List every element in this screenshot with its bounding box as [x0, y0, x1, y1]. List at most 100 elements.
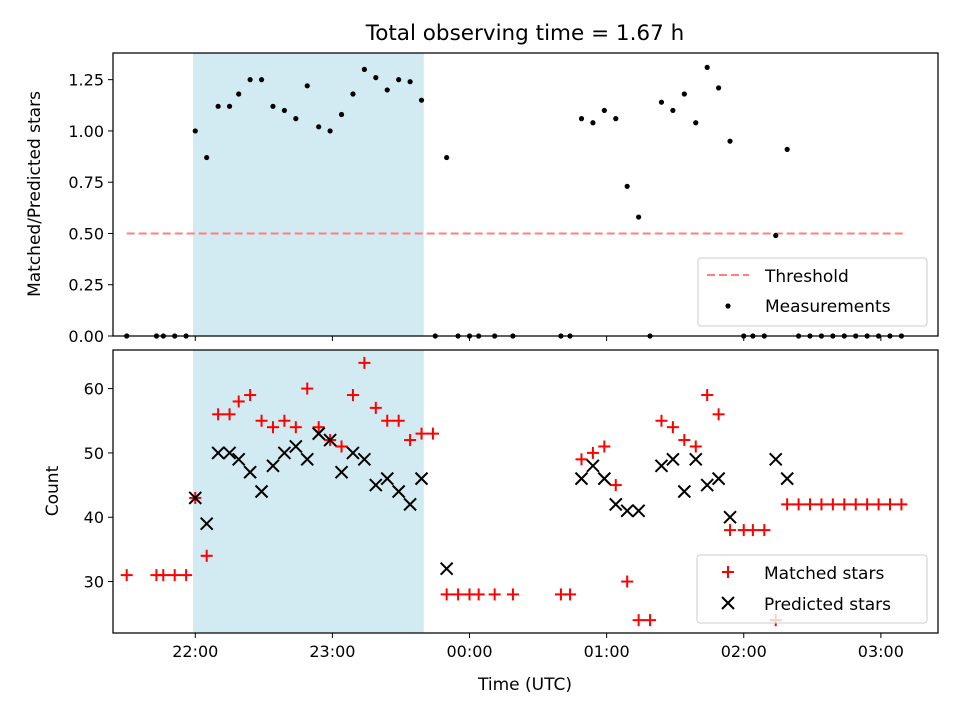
legend-matched-label: Matched stars [764, 564, 884, 584]
predicted-star-marker [211, 446, 225, 460]
measurement-point [407, 79, 413, 85]
legend-matched-swatch [722, 566, 734, 578]
predicted-star-marker [277, 446, 292, 460]
matched-star-marker [609, 479, 622, 492]
predicted-star-marker [631, 504, 646, 518]
y-tick-label: 0.25 [68, 276, 104, 295]
x-tick-label: 22:00 [172, 642, 218, 661]
measurement-point [304, 83, 310, 89]
x-tick-label: 23:00 [309, 642, 355, 661]
measurement-point [338, 111, 345, 118]
matched-star-marker [335, 440, 348, 453]
top-axes-frame [112, 52, 939, 337]
predicted-star-marker [311, 426, 326, 441]
measurement-point [693, 120, 699, 126]
y-tick-label: 1.25 [68, 71, 104, 90]
bottom-panel: 22:00 23:00 00:00 01:00 02:00 03:00 30405060 … [43, 349, 939, 695]
predicted-star-marker [677, 484, 692, 499]
measurement-point [270, 103, 276, 109]
predicted-star-marker [300, 452, 314, 467]
matched-star-marker [180, 569, 193, 582]
matched-star-marker [301, 382, 314, 395]
legend-measurements-label: Measurements [765, 297, 891, 317]
measurement-point [350, 91, 356, 97]
matched-star-marker [586, 446, 599, 459]
measurement-point [784, 146, 790, 152]
matched-star-marker [781, 498, 794, 511]
matched-star-marker [621, 575, 634, 588]
y-tick-label: 0.00 [68, 327, 104, 346]
matched-star-marker [472, 588, 485, 601]
matched-star-marker [792, 498, 805, 511]
matched-star-marker [415, 427, 428, 440]
chart-title: Total observing time = 1.67 h [365, 21, 685, 46]
predicted-star-marker [357, 452, 372, 467]
matched-star-marker [506, 588, 519, 601]
measurement-point [236, 91, 242, 97]
bottom-y-axis-label: Count [43, 465, 63, 516]
matched-star-marker [701, 389, 714, 402]
matched-star-marker [278, 414, 291, 427]
y-tick-label: 0.50 [68, 224, 104, 243]
bottom-legend-frame [696, 554, 928, 624]
predicted-star-marker [597, 471, 612, 486]
measurement-point [361, 66, 367, 73]
measurement-point [192, 128, 198, 134]
measurement-point [601, 107, 607, 114]
measurement-point [373, 75, 379, 81]
matched-star-marker [895, 498, 908, 511]
legend-predicted-label: Predicted stars [764, 595, 891, 615]
matched-star-marker [358, 356, 371, 369]
predicted-star-marker [700, 478, 714, 492]
matched-star-marker [632, 614, 645, 627]
y-tick-label: 0.75 [68, 173, 104, 192]
measurement-point [578, 116, 585, 122]
predicted-star-marker [188, 491, 202, 505]
matched-star-marker [266, 421, 279, 434]
legend-predicted-swatch [721, 596, 735, 610]
matched-star-marker [381, 414, 394, 427]
measurement-point [384, 87, 390, 93]
predicted-star-marker [666, 452, 680, 467]
measurement-point [226, 103, 233, 109]
top-legend-frame [697, 257, 928, 327]
matched-star-marker [666, 421, 679, 434]
matched-star-marker [157, 569, 170, 582]
measurement-point [590, 120, 596, 126]
matched-star-marker [120, 569, 133, 582]
x-tick-label: 01:00 [584, 642, 630, 661]
matched-star-marker [312, 421, 325, 434]
top-legend: Threshold Measurements [697, 257, 928, 327]
predicted-star-marker [689, 452, 703, 467]
predicted-star-marker [222, 446, 237, 460]
predicted-star-marker [403, 497, 417, 512]
x-axis-label: Time (UTC) [477, 675, 572, 695]
measurement-point [327, 128, 333, 134]
matched-star-marker [440, 588, 453, 601]
matched-star-marker [849, 498, 862, 511]
matched-star-marker [861, 498, 874, 511]
measurement-point [704, 64, 710, 70]
matched-star-marker [212, 408, 225, 421]
matched-star-marker [223, 408, 236, 421]
matched-star-marker [255, 414, 268, 427]
measurement-point [418, 97, 425, 103]
bottom-x-ticks: 22:00 23:00 00:00 01:00 02:00 03:00 [172, 633, 904, 661]
matched-star-marker [872, 498, 885, 511]
measurement-point [624, 183, 630, 189]
matched-star-marker [678, 434, 691, 447]
predicted-star-marker [609, 497, 623, 512]
predicted-star-marker [266, 459, 280, 473]
matched-star-marker [452, 588, 465, 601]
predicted-star-marker [780, 471, 794, 486]
y-tick-label: 60 [84, 380, 104, 399]
matched-star-marker [575, 453, 588, 466]
measurement-point [613, 116, 619, 122]
x-tick-label: 00:00 [446, 642, 492, 661]
predicted-star-marker [346, 446, 360, 460]
measurement-point [316, 124, 322, 130]
predicted-star-marker [231, 452, 246, 467]
predicted-star-marker [574, 471, 589, 486]
observing-span [192, 350, 424, 633]
predicted-star-marker [380, 471, 394, 486]
